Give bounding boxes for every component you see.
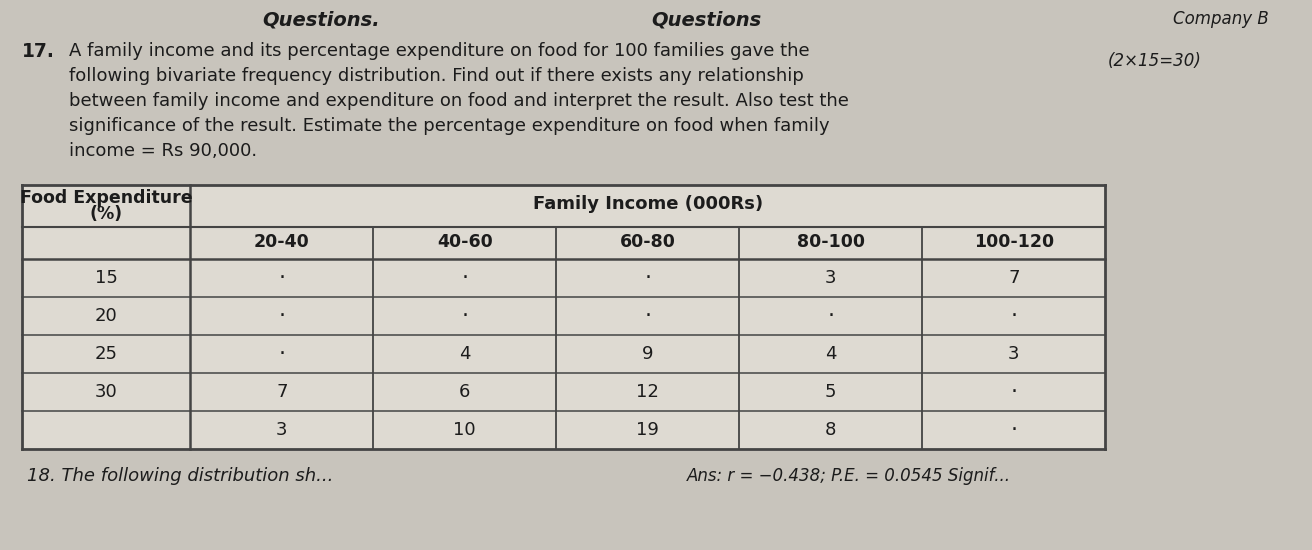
Text: ·: · bbox=[1010, 306, 1017, 326]
Text: Questions.: Questions. bbox=[262, 10, 379, 29]
Text: ·: · bbox=[644, 268, 651, 288]
Text: A family income and its percentage expenditure on food for 100 families gave the: A family income and its percentage expen… bbox=[68, 42, 810, 60]
Text: (2×15=30): (2×15=30) bbox=[1107, 52, 1202, 70]
Text: between family income and expenditure on food and interpret the result. Also tes: between family income and expenditure on… bbox=[68, 92, 849, 110]
Text: Questions: Questions bbox=[652, 10, 762, 29]
Text: ·: · bbox=[462, 306, 468, 326]
Text: ·: · bbox=[462, 268, 468, 288]
Text: significance of the result. Estimate the percentage expenditure on food when fam: significance of the result. Estimate the… bbox=[68, 117, 829, 135]
Text: ·: · bbox=[644, 306, 651, 326]
Text: Company B: Company B bbox=[1173, 10, 1269, 28]
Text: 6: 6 bbox=[459, 383, 471, 401]
Text: ·: · bbox=[278, 344, 285, 364]
Text: 7: 7 bbox=[1008, 269, 1019, 287]
Text: 17.: 17. bbox=[22, 42, 55, 61]
Text: income = Rs 90,000.: income = Rs 90,000. bbox=[68, 142, 257, 160]
Text: 15: 15 bbox=[94, 269, 118, 287]
Text: Ans: r = −0.438; P.E. = 0.0545 Signif...: Ans: r = −0.438; P.E. = 0.0545 Signif... bbox=[687, 467, 1010, 485]
Text: 20: 20 bbox=[94, 307, 118, 325]
Text: 3: 3 bbox=[825, 269, 837, 287]
Text: Family Income (000Rs): Family Income (000Rs) bbox=[533, 195, 762, 213]
Text: (%): (%) bbox=[89, 205, 123, 223]
Text: 19: 19 bbox=[636, 421, 659, 439]
Text: 8: 8 bbox=[825, 421, 837, 439]
Bar bbox=[22, 185, 1105, 449]
Text: 7: 7 bbox=[276, 383, 287, 401]
Text: 4: 4 bbox=[825, 345, 837, 363]
Text: 3: 3 bbox=[1008, 345, 1019, 363]
Text: 100-120: 100-120 bbox=[974, 233, 1054, 251]
Text: 10: 10 bbox=[454, 421, 476, 439]
Text: Food Expenditure: Food Expenditure bbox=[20, 189, 193, 207]
Text: ·: · bbox=[278, 306, 285, 326]
Text: 60-80: 60-80 bbox=[619, 233, 676, 251]
Text: 40-60: 40-60 bbox=[437, 233, 493, 251]
Text: 9: 9 bbox=[642, 345, 653, 363]
Text: 12: 12 bbox=[636, 383, 659, 401]
Text: ·: · bbox=[828, 306, 834, 326]
Text: ·: · bbox=[1010, 420, 1017, 440]
Text: ·: · bbox=[1010, 382, 1017, 402]
Text: 5: 5 bbox=[825, 383, 837, 401]
Text: 18. The following distribution sh...: 18. The following distribution sh... bbox=[28, 467, 333, 485]
Text: 3: 3 bbox=[276, 421, 287, 439]
Text: 20-40: 20-40 bbox=[255, 233, 310, 251]
Text: 80-100: 80-100 bbox=[796, 233, 865, 251]
Text: 25: 25 bbox=[94, 345, 118, 363]
Text: 30: 30 bbox=[94, 383, 118, 401]
Text: following bivariate frequency distribution. Find out if there exists any relatio: following bivariate frequency distributi… bbox=[68, 67, 803, 85]
Text: ·: · bbox=[278, 268, 285, 288]
Text: 4: 4 bbox=[459, 345, 471, 363]
